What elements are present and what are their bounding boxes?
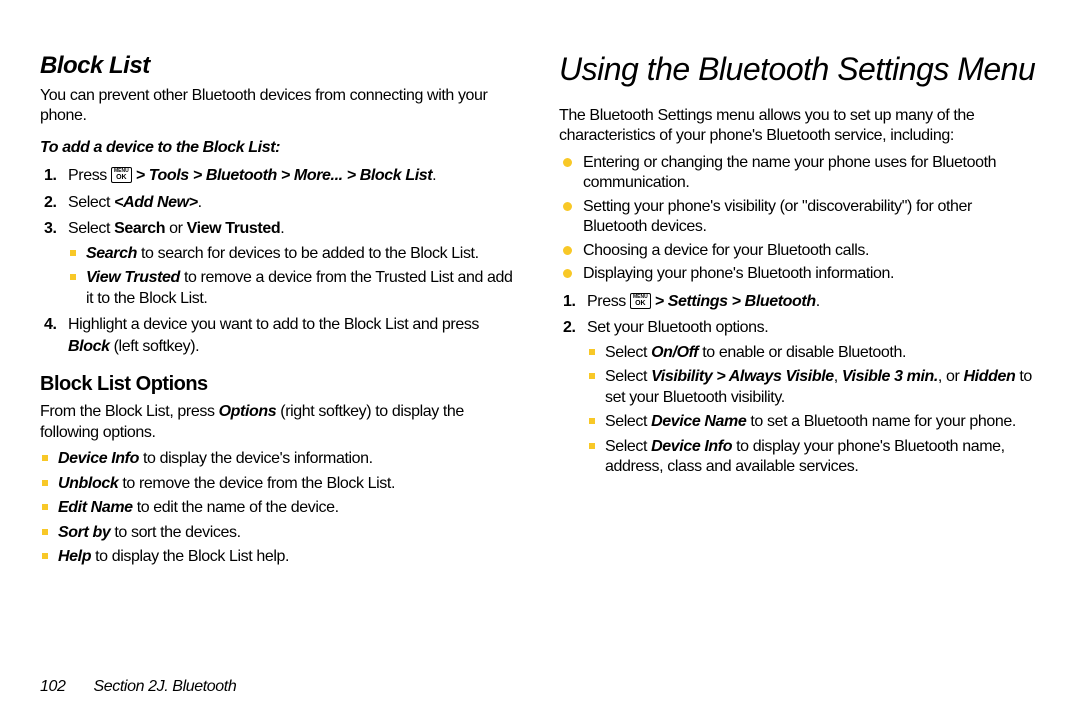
step-3: 3. Select Search or View Trusted. Search… bbox=[40, 218, 521, 309]
bluetooth-steps: 1. Press MENUOK > Settings > Bluetooth. … bbox=[559, 291, 1040, 478]
section-label: Section 2J. Bluetooth bbox=[94, 678, 237, 695]
step-4-b: Block bbox=[68, 338, 110, 355]
step-4-c: (left softkey). bbox=[110, 338, 200, 355]
opt-help: Help to display the Block List help. bbox=[40, 547, 521, 567]
sub-search: Search to search for devices to be added… bbox=[68, 244, 521, 264]
block-list-options-intro: From the Block List, press Options (righ… bbox=[40, 402, 521, 443]
bt-step-1: 1. Press MENUOK > Settings > Bluetooth. bbox=[559, 291, 1040, 313]
step-3-b: Search bbox=[114, 220, 165, 237]
step-3-c: or bbox=[165, 220, 187, 237]
char-1: Entering or changing the name your phone… bbox=[559, 153, 1040, 194]
menu-ok-icon: MENUOK bbox=[630, 293, 651, 309]
left-column: Block List You can prevent other Bluetoo… bbox=[40, 52, 521, 652]
bt-visibility: Select Visibility > Always Visible, Visi… bbox=[587, 367, 1040, 408]
step-4-a: Highlight a device you want to add to th… bbox=[68, 316, 479, 333]
step-1: 1. Press MENUOK > Tools > Bluetooth > Mo… bbox=[40, 165, 521, 187]
menu-ok-icon: MENUOK bbox=[111, 167, 132, 183]
char-2: Setting your phone's visibility (or "dis… bbox=[559, 197, 1040, 238]
bt-onoff: Select On/Off to enable or disable Bluet… bbox=[587, 343, 1040, 363]
block-list-options: Device Info to display the device's info… bbox=[40, 449, 521, 567]
bluetooth-settings-heading: Using the Bluetooth Settings Menu bbox=[559, 52, 1040, 88]
step-2-a: Select bbox=[68, 194, 114, 211]
block-list-heading: Block List bbox=[40, 52, 521, 80]
block-list-options-heading: Block List Options bbox=[40, 373, 521, 396]
step-2-b: <Add New> bbox=[114, 194, 198, 211]
step-4: 4. Highlight a device you want to add to… bbox=[40, 314, 521, 357]
bt-device-info: Select Device Info to display your phone… bbox=[587, 437, 1040, 478]
characteristics-list: Entering or changing the name your phone… bbox=[559, 153, 1040, 285]
bluetooth-settings-intro: The Bluetooth Settings menu allows you t… bbox=[559, 106, 1040, 147]
bt-device-name: Select Device Name to set a Bluetooth na… bbox=[587, 412, 1040, 432]
char-3: Choosing a device for your Bluetooth cal… bbox=[559, 241, 1040, 261]
bt-step-2: 2. Set your Bluetooth options. Select On… bbox=[559, 317, 1040, 477]
page-columns: Block List You can prevent other Bluetoo… bbox=[40, 52, 1040, 652]
add-device-instruction: To add a device to the Block List: bbox=[40, 139, 521, 157]
step-1-text: Press bbox=[68, 167, 111, 184]
step-2: 2. Select <Add New>. bbox=[40, 192, 521, 214]
opt-device-info: Device Info to display the device's info… bbox=[40, 449, 521, 469]
step-1-path: > Tools > Bluetooth > More... > Block Li… bbox=[132, 167, 432, 184]
opt-edit-name: Edit Name to edit the name of the device… bbox=[40, 498, 521, 518]
opt-unblock: Unblock to remove the device from the Bl… bbox=[40, 474, 521, 494]
block-list-intro: You can prevent other Bluetooth devices … bbox=[40, 86, 521, 127]
opt-sort-by: Sort by to sort the devices. bbox=[40, 523, 521, 543]
page-footer: 102 Section 2J. Bluetooth bbox=[40, 678, 236, 696]
add-device-steps: 1. Press MENUOK > Tools > Bluetooth > Mo… bbox=[40, 165, 521, 357]
page-number: 102 bbox=[40, 678, 66, 695]
step-3-d: View Trusted bbox=[187, 220, 281, 237]
right-column: Using the Bluetooth Settings Menu The Bl… bbox=[559, 52, 1040, 652]
step-3-sublist: Search to search for devices to be added… bbox=[68, 244, 521, 309]
bt-step-2-sublist: Select On/Off to enable or disable Bluet… bbox=[587, 343, 1040, 478]
char-4: Displaying your phone's Bluetooth inform… bbox=[559, 264, 1040, 284]
step-3-a: Select bbox=[68, 220, 114, 237]
sub-viewtrusted: View Trusted to remove a device from the… bbox=[68, 268, 521, 309]
